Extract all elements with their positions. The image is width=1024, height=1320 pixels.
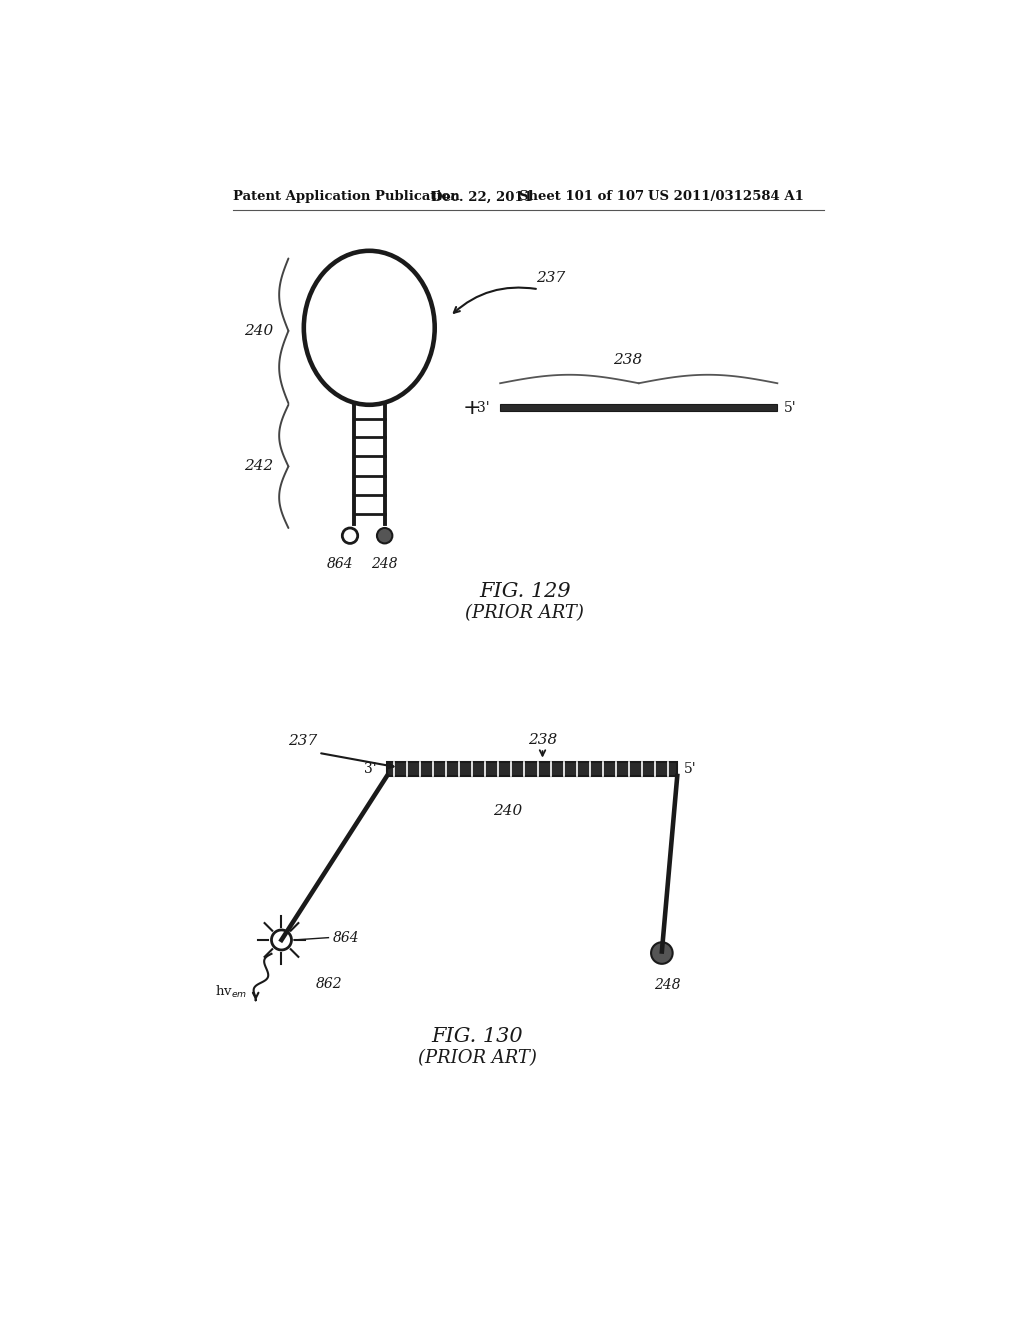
Text: 240: 240 [244, 323, 273, 338]
Text: 237: 237 [289, 734, 317, 748]
Text: 237: 237 [536, 271, 565, 285]
Text: 238: 238 [528, 733, 557, 747]
Circle shape [271, 929, 292, 950]
Text: hv$_{em}$: hv$_{em}$ [215, 983, 248, 999]
Circle shape [342, 528, 357, 544]
Text: 238: 238 [612, 354, 642, 367]
Text: 864: 864 [327, 557, 353, 572]
Text: 862: 862 [315, 977, 342, 991]
Text: Dec. 22, 2011: Dec. 22, 2011 [431, 190, 532, 203]
Text: Sheet 101 of 107: Sheet 101 of 107 [519, 190, 644, 203]
Circle shape [651, 942, 673, 964]
Bar [387, 762, 677, 776]
Text: 3': 3' [365, 762, 377, 776]
Text: 5': 5' [783, 401, 796, 414]
Text: 5': 5' [683, 762, 696, 776]
Text: 864: 864 [333, 931, 359, 945]
Text: (PRIOR ART): (PRIOR ART) [418, 1049, 537, 1067]
Bar [500, 404, 777, 412]
Text: 242: 242 [244, 459, 273, 474]
Text: (PRIOR ART): (PRIOR ART) [465, 603, 585, 622]
Text: FIG. 129: FIG. 129 [479, 582, 570, 601]
Text: 248: 248 [372, 557, 398, 572]
Text: FIG. 130: FIG. 130 [431, 1027, 523, 1045]
Text: US 2011/0312584 A1: US 2011/0312584 A1 [648, 190, 804, 203]
Text: Patent Application Publication: Patent Application Publication [233, 190, 460, 203]
Text: 248: 248 [654, 978, 681, 993]
Text: 3': 3' [477, 401, 489, 414]
Text: 240: 240 [494, 804, 522, 818]
Circle shape [377, 528, 392, 544]
Text: +: + [462, 397, 481, 418]
